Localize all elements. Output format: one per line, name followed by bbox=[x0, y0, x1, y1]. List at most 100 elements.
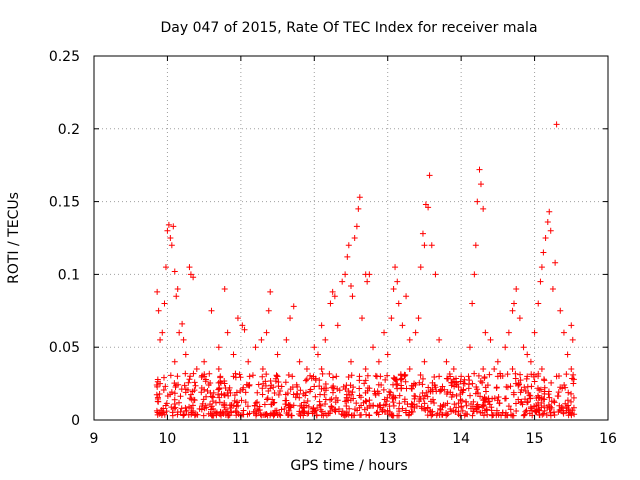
data-point bbox=[474, 198, 481, 205]
y-tick-label: 0.15 bbox=[49, 195, 80, 211]
baseline-point bbox=[531, 378, 538, 385]
baseline-point bbox=[225, 392, 232, 399]
data-point bbox=[436, 373, 443, 380]
data-point bbox=[516, 315, 523, 322]
baseline-point bbox=[510, 412, 517, 419]
baseline-point bbox=[477, 393, 484, 400]
data-point bbox=[406, 336, 413, 343]
baseline-point bbox=[431, 373, 438, 380]
baseline-point bbox=[343, 402, 350, 409]
data-point bbox=[180, 336, 187, 343]
data-point bbox=[265, 307, 272, 314]
x-tick-label: 9 bbox=[90, 431, 99, 447]
baseline-point bbox=[558, 407, 565, 414]
baseline-point bbox=[459, 407, 466, 414]
data-point bbox=[182, 351, 189, 358]
x-tick-label: 10 bbox=[159, 431, 177, 447]
baseline-point bbox=[416, 398, 423, 405]
baseline-point bbox=[364, 405, 371, 412]
baseline-point bbox=[470, 408, 477, 415]
data-point bbox=[234, 315, 241, 322]
baseline-point bbox=[313, 411, 320, 418]
baseline-point bbox=[501, 395, 508, 402]
baseline-point bbox=[416, 379, 423, 386]
data-point bbox=[540, 249, 547, 256]
data-point bbox=[544, 218, 551, 225]
baseline-point bbox=[455, 400, 462, 407]
baseline-point bbox=[563, 371, 570, 378]
baseline-point bbox=[568, 390, 575, 397]
baseline-point bbox=[398, 375, 405, 382]
baseline-point bbox=[198, 385, 205, 392]
baseline-point bbox=[373, 409, 380, 416]
baseline-point bbox=[270, 400, 277, 407]
x-tick-labels: 9 10 11 12 13 14 15 16 bbox=[90, 431, 617, 447]
baseline-point bbox=[171, 390, 178, 397]
data-point bbox=[432, 271, 439, 278]
baseline-point bbox=[486, 371, 493, 378]
baseline-point bbox=[493, 409, 500, 416]
baseline-point bbox=[362, 389, 369, 396]
data-point bbox=[318, 322, 325, 329]
data-point bbox=[569, 336, 576, 343]
baseline-point bbox=[412, 381, 419, 388]
baseline-point bbox=[382, 409, 389, 416]
baseline-point bbox=[527, 405, 534, 412]
baseline-point bbox=[328, 403, 335, 410]
baseline-point bbox=[524, 383, 531, 390]
data-point bbox=[480, 205, 487, 212]
baseline-point bbox=[386, 403, 393, 410]
baseline-point bbox=[314, 404, 321, 411]
baseline-point bbox=[162, 383, 169, 390]
baseline-point bbox=[246, 410, 253, 417]
baseline-point bbox=[256, 406, 263, 413]
baseline-point bbox=[517, 377, 524, 384]
baseline-point bbox=[475, 390, 482, 397]
baseline-point bbox=[285, 401, 292, 408]
data-point bbox=[318, 366, 325, 373]
baseline-point bbox=[361, 406, 368, 413]
baseline-point bbox=[316, 401, 323, 408]
baseline-point bbox=[363, 398, 370, 405]
baseline-point bbox=[486, 401, 493, 408]
data-point bbox=[421, 358, 428, 365]
baseline-point bbox=[504, 384, 511, 391]
data-point bbox=[327, 300, 334, 307]
baseline-point bbox=[224, 412, 231, 419]
baseline-point bbox=[181, 382, 188, 389]
data-point bbox=[339, 278, 346, 285]
data-point bbox=[161, 300, 168, 307]
baseline-point bbox=[283, 397, 290, 404]
baseline-point bbox=[480, 412, 487, 419]
baseline-point bbox=[156, 391, 163, 398]
data-point bbox=[537, 278, 544, 285]
baseline-point bbox=[180, 411, 187, 418]
baseline-point bbox=[213, 409, 220, 416]
baseline-point bbox=[551, 412, 558, 419]
baseline-point bbox=[570, 380, 577, 387]
baseline-point bbox=[489, 412, 496, 419]
baseline-point bbox=[512, 400, 519, 407]
baseline-point bbox=[154, 411, 161, 418]
baseline-point bbox=[523, 407, 530, 414]
data-point bbox=[217, 373, 224, 380]
baseline-point bbox=[565, 409, 572, 416]
baseline-point bbox=[477, 378, 484, 385]
baseline-point bbox=[319, 370, 326, 377]
baseline-point bbox=[153, 381, 160, 388]
baseline-point bbox=[546, 394, 553, 401]
baseline-point bbox=[441, 386, 448, 393]
baseline-point bbox=[297, 387, 304, 394]
baseline-point bbox=[268, 382, 275, 389]
data-point bbox=[568, 366, 575, 373]
chart-title: Day 047 of 2015, Rate Of TEC Index for r… bbox=[160, 20, 537, 36]
baseline-point bbox=[244, 403, 251, 410]
baseline-point bbox=[317, 406, 324, 413]
baseline-point bbox=[568, 409, 575, 416]
x-tick-label: 12 bbox=[305, 431, 323, 447]
baseline-point bbox=[568, 398, 575, 405]
baseline-point bbox=[182, 404, 189, 411]
baseline-point bbox=[329, 374, 336, 381]
baseline-point bbox=[329, 404, 336, 411]
baseline-point bbox=[176, 399, 183, 406]
